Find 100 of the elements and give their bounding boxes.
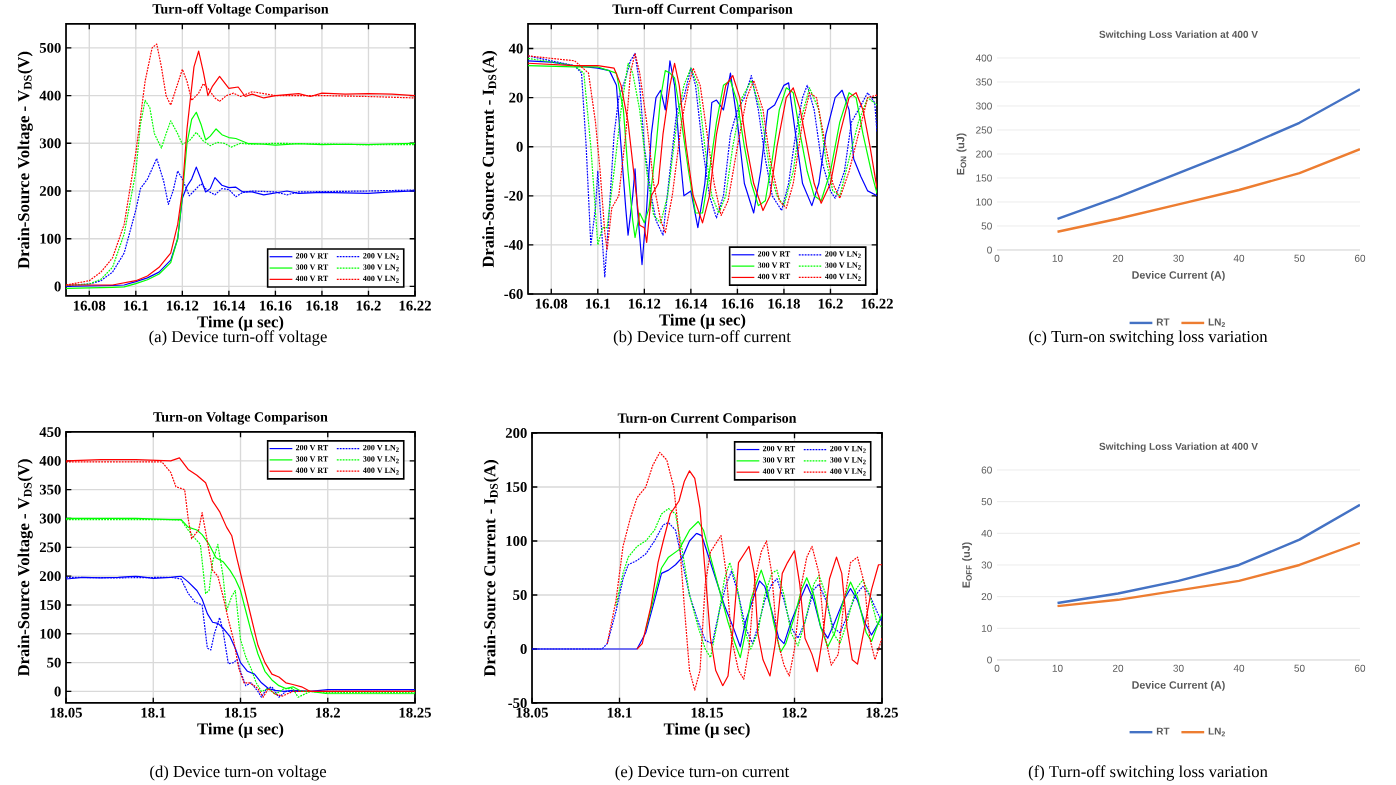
y-tick-label: 0: [987, 656, 992, 664]
x-tick-label: 50: [1294, 254, 1305, 262]
x-axis-title: Time (μ sec): [197, 722, 284, 738]
x-tick-label: 16.22: [861, 298, 893, 309]
x-tick-label: 16.12: [629, 298, 661, 309]
x-tick-label: 18.2: [782, 707, 807, 718]
legend-label: 200 V RT: [295, 444, 329, 451]
legend-label: 200 V RT: [762, 445, 796, 452]
y-tick-label: 40: [981, 529, 992, 537]
legend-label: LN$_{2}$: [1208, 727, 1225, 737]
y-tick-label: 60: [981, 466, 992, 474]
y-tick-label: 400: [975, 54, 992, 62]
y-tick-label: 450: [39, 427, 61, 437]
y-tick-label: 200: [39, 571, 61, 582]
y-tick-label: 300: [39, 513, 61, 524]
y-tick-label: 200: [976, 150, 992, 158]
legend-label: 400 V RT: [295, 467, 329, 473]
x-axis-title: Time (μ sec): [663, 722, 750, 738]
y-tick-label: 350: [39, 484, 61, 495]
line-series: [1056, 503, 1360, 605]
x-tick-label: 0: [994, 664, 1000, 672]
y-tick-label: 0: [987, 246, 992, 254]
legend-label: 300 V LN$_{2}$: [363, 456, 399, 464]
legend-label: 400 V LN$_{2}$: [362, 275, 399, 283]
y-tick-label: 500: [39, 42, 61, 53]
legend-label: 200 V LN$_{2}$: [830, 445, 866, 453]
legend-label: 300 V LN$_{2}$: [830, 457, 866, 465]
line-series: [1056, 147, 1360, 233]
legend-label: 300 V RT: [295, 456, 329, 462]
x-tick-label: 18.25: [399, 707, 431, 718]
legend-label: 400 V RT: [762, 468, 796, 474]
x-tick-label: 18.05: [516, 707, 548, 718]
x-tick-label: 16.22: [399, 300, 431, 311]
y-tick-label: 100: [40, 628, 61, 639]
y-tick-label: 50: [981, 222, 992, 230]
x-tick-label: 50: [1294, 664, 1305, 672]
y-tick-label: 300: [39, 138, 61, 149]
y-tick-label: 0: [54, 281, 61, 292]
y-tick-label: 0: [520, 644, 527, 654]
text: (a) Device turn-off voltage: [149, 330, 327, 346]
line-series: [615, 507, 882, 659]
y-axis-title: E$_{OFF}$ (uJ): [962, 542, 973, 588]
y-tick-label: 0: [516, 141, 523, 152]
y-tick-label: 400: [39, 90, 61, 101]
x-tick-label: 18.15: [225, 707, 257, 718]
x-tick-label: 40: [1233, 664, 1245, 672]
legend-label: 400 V LN$_{2}$: [824, 273, 861, 281]
x-tick-label: 20: [1112, 664, 1124, 672]
legend-label: 400 V RT: [757, 273, 791, 280]
x-axis-title: Device Current (A): [1132, 270, 1225, 281]
x-tick-label: 16.14: [675, 298, 708, 309]
legend-label: 300 V RT: [295, 264, 329, 270]
y-tick-label: 300: [975, 102, 992, 110]
x-axis-title: Time (μ sec): [197, 315, 284, 331]
y-tick-label: 100: [40, 233, 61, 244]
legend-label: RT: [1156, 727, 1170, 735]
legend-label: 300 V RT: [762, 457, 796, 463]
y-axis-title: Drain-Source Current - I$_{DS}$(A): [482, 51, 498, 268]
y-tick-label: -20: [504, 190, 523, 201]
y-tick-label: -50: [508, 698, 527, 708]
y-axis-title: Drain-Source Voltage - V$_{DS}$(V): [17, 459, 33, 677]
x-tick-label: 16.08: [73, 300, 106, 311]
text: (f) Turn-off switching loss variation: [1028, 765, 1268, 781]
x-tick-label: 60: [1354, 664, 1366, 672]
legend-label: 300 V LN$_{2}$: [363, 264, 399, 272]
y-tick-label: 20: [981, 593, 992, 601]
x-tick-label: 20: [1112, 254, 1124, 262]
x-axis-title: Time (μ sec): [659, 313, 746, 329]
x-tick-label: 18.25: [866, 707, 898, 718]
y-tick-label: 50: [981, 498, 992, 506]
y-tick-label: 20: [509, 92, 523, 103]
y-tick-label: 250: [976, 126, 992, 134]
y-tick-label: 30: [981, 561, 992, 569]
line-series: [606, 451, 882, 691]
text: (d) Device turn-on voltage: [150, 765, 327, 781]
y-tick-label: 10: [981, 624, 992, 632]
x-tick-label: 60: [1354, 254, 1366, 262]
x-tick-label: 40: [1233, 254, 1245, 262]
text: (c) Turn-on switching loss variation: [1029, 330, 1268, 346]
y-tick-label: 200: [39, 186, 61, 196]
line-series: [1056, 87, 1360, 220]
text: (e) Device turn-on current: [615, 765, 790, 781]
y-axis-title: Drain-Source Voltage - V$_{DS}$(V): [17, 51, 33, 269]
y-tick-label: 150: [506, 482, 527, 492]
chart-title: Switching Loss Variation at 400 V: [1099, 30, 1258, 40]
x-tick-label: 16.12: [167, 300, 199, 311]
legend-label: LN$_{2}$: [1208, 318, 1225, 328]
x-tick-label: 16.16: [722, 298, 754, 309]
x-tick-label: 30: [1173, 664, 1184, 672]
legend-label: 200 V LN$_{2}$: [825, 251, 861, 259]
x-tick-label: 16.2: [818, 298, 843, 309]
legend-label: 400 V RT: [295, 275, 329, 282]
y-tick-label: 40: [508, 43, 523, 54]
x-tick-label: 16.1: [586, 298, 610, 309]
y-tick-label: 0: [54, 686, 61, 697]
x-tick-label: 18.2: [316, 707, 340, 718]
chart-title: Turn-off Current Comparison: [612, 3, 793, 17]
chart-title: Turn-on Voltage Comparison: [153, 411, 328, 425]
text: (b) Device turn-off current: [613, 330, 791, 346]
y-tick-label: 400: [39, 455, 61, 466]
